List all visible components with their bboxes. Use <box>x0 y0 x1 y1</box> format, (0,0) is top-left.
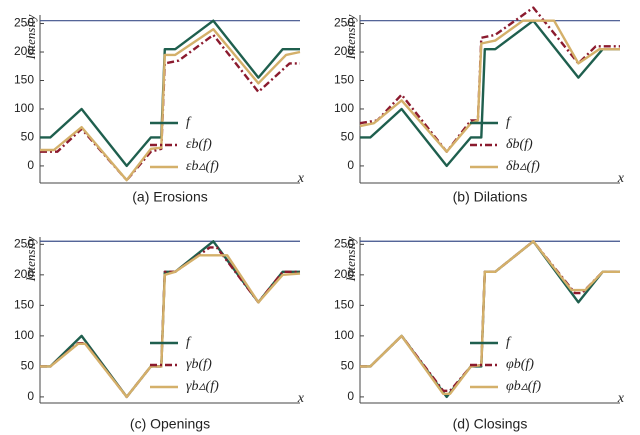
legend-label: εb(f) <box>186 137 212 152</box>
series-line <box>359 6 620 153</box>
panel: 0 50 100 150 200 250 f δb(f) δb▵(f) Intensity x (b)… <box>334 6 625 205</box>
y-tick-label: 150 <box>14 73 34 87</box>
legend-label: φb▵(f) <box>506 379 541 394</box>
y-tick-label: 50 <box>21 130 35 144</box>
x-axis-label: x <box>297 171 305 186</box>
y-axis-label: Intensity <box>343 14 358 60</box>
series-line <box>40 28 301 182</box>
series-line <box>40 33 300 182</box>
y-tick-label: 100 <box>14 101 34 115</box>
caption: (a) Erosions <box>132 189 207 205</box>
caption: (c) Openings <box>130 416 210 432</box>
y-axis-label: Intensity <box>343 236 358 282</box>
y-tick-label: 200 <box>334 44 354 58</box>
legend-label: φb(f) <box>506 357 534 372</box>
y-tick-label: 100 <box>14 328 34 342</box>
legend-label: f <box>186 335 192 350</box>
y-tick-label: 150 <box>334 298 354 312</box>
y-tick-label: 0 <box>347 158 354 172</box>
legend-label: f <box>186 115 192 130</box>
series-line <box>40 254 301 399</box>
series-line <box>360 240 620 395</box>
y-tick-label: 150 <box>334 73 354 87</box>
y-tick-label: 150 <box>14 298 34 312</box>
legend-label: f <box>506 335 512 350</box>
legend-label: γb▵(f) <box>186 379 219 394</box>
x-axis-label: x <box>297 391 305 406</box>
caption: (b) Dilations <box>453 189 528 205</box>
y-tick-label: 200 <box>334 267 354 281</box>
legend-label: δb▵(f) <box>506 159 540 174</box>
y-tick-label: 250 <box>14 236 34 250</box>
y-tick-label: 100 <box>334 101 354 115</box>
y-tick-label: 200 <box>14 44 34 58</box>
y-axis-label: Intensity <box>23 236 38 282</box>
panel: 0 50 100 150 200 250 f εb(f) εb▵(f) Intensity x (a)… <box>14 14 305 204</box>
series-line <box>40 246 300 399</box>
y-tick-label: 0 <box>27 389 34 403</box>
x-axis-label: x <box>617 171 625 186</box>
y-tick-label: 250 <box>14 16 34 30</box>
y-tick-label: 250 <box>334 236 354 250</box>
series-line <box>359 19 620 153</box>
series-line <box>40 240 300 399</box>
x-axis-label: x <box>617 391 625 406</box>
y-tick-label: 200 <box>14 267 34 281</box>
y-tick-label: 50 <box>341 359 355 373</box>
y-axis-label: Intensity <box>23 14 38 60</box>
y-tick-label: 250 <box>334 16 354 30</box>
y-tick-label: 50 <box>341 130 355 144</box>
y-tick-label: 100 <box>334 328 354 342</box>
series-line <box>360 240 620 392</box>
y-tick-label: 50 <box>21 359 35 373</box>
legend-label: γb(f) <box>186 357 212 372</box>
series-line <box>360 19 620 168</box>
y-tick-label: 0 <box>347 389 354 403</box>
y-tick-label: 0 <box>27 158 34 172</box>
panel: 0 50 100 150 200 250 f γb(f) γb▵(f) Intensity x (c)… <box>14 236 305 431</box>
legend-label: εb▵(f) <box>186 159 219 174</box>
legend-label: δb(f) <box>506 137 533 152</box>
caption: (d) Closings <box>453 416 528 432</box>
panel: 0 50 100 150 200 250 f φb(f) φb▵(f) Intensity x (d)… <box>334 236 625 431</box>
legend-label: f <box>506 115 512 130</box>
series-line <box>360 240 620 399</box>
